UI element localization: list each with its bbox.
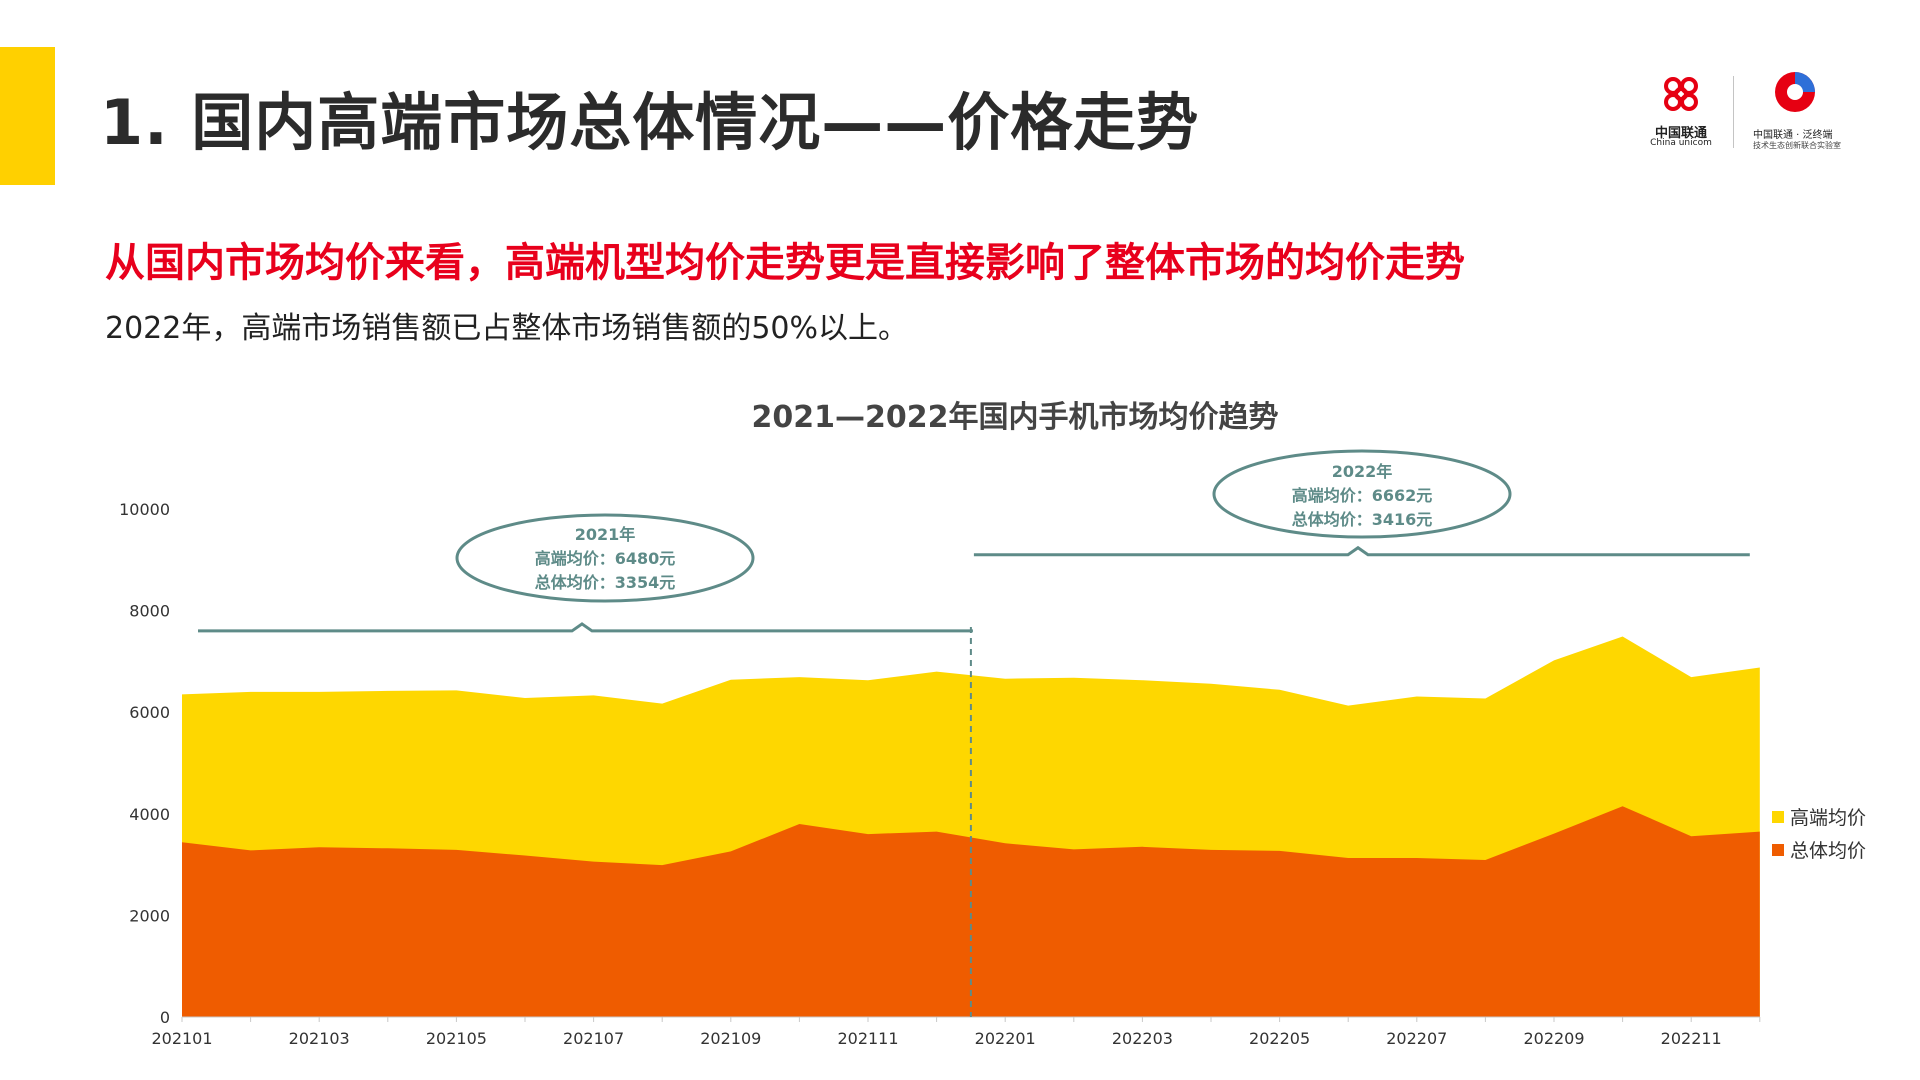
bubble-2021-ellipse (455, 513, 755, 603)
china-unicom-logo-icon (1664, 77, 1698, 111)
legend-label-overall: 总体均价 (1790, 840, 1867, 862)
annotation-2021: 2021年 高端均价：6480元 总体均价：3354元 (457, 523, 753, 595)
chart-axes: 202101 202103 202105 202107 202109 202111 2022… (119, 500, 1761, 1048)
legend-item-high-end: 高端均价 (1772, 800, 1866, 833)
annotation-2022-high: 高端均价：6662元 (1291, 486, 1433, 505)
annotation-2021-high: 高端均价：6480元 (534, 549, 676, 568)
y-tick-label: 6000 (129, 703, 170, 722)
logo-text-cn: 中国联通 (1654, 126, 1707, 141)
logo-divider (1733, 76, 1734, 148)
headline: 从国内市场均价来看，高端机型均价走势更是直接影响了整体市场的均价走势 (105, 240, 1465, 286)
annotation-2021-year: 2021年 (574, 525, 636, 544)
brace-2021 (198, 622, 973, 633)
annotation-2021-overall: 总体均价：3354元 (534, 573, 676, 592)
y-tick-label: 0 (160, 1008, 170, 1027)
lab-logo-icon (1775, 72, 1815, 112)
annotation-2022-overall: 总体均价：3416元 (1291, 510, 1433, 529)
y-tick-label: 4000 (129, 805, 170, 824)
brace-2022 (973, 545, 1750, 557)
annotation-2022: 2022年 高端均价：6662元 总体均价：3416元 (1214, 460, 1510, 532)
legend-item-overall: 总体均价 (1772, 833, 1866, 866)
slide-title: 1. 国内高端市场总体情况——价格走势 (100, 86, 1200, 159)
x-tick-label: 202109 (700, 1029, 761, 1048)
chart-title: 2021—2022年国内手机市场均价趋势 (751, 400, 1279, 435)
lab-logo-line2: 技术生态创新联合实验室 (1753, 141, 1841, 150)
chart-annotation-lines (198, 449, 1750, 1017)
legend-label-high-end: 高端均价 (1790, 807, 1867, 829)
logo-area: 中国联通 China unicom 中国联通 · 泛终端 技术生态创新联合实验室 (1645, 68, 1880, 158)
x-tick-label: 202201 (975, 1029, 1036, 1048)
x-tick-label: 202209 (1523, 1029, 1584, 1048)
logo-text-en: China unicom (1650, 138, 1712, 148)
x-tick-label: 202101 (151, 1029, 212, 1048)
x-tick-label: 202205 (1249, 1029, 1310, 1048)
area-overall (182, 806, 1760, 1017)
bubble-2022-ellipse (1212, 449, 1512, 539)
lab-logo-line1: 中国联通 · 泛终端 (1753, 130, 1833, 141)
title-accent-bar (0, 47, 55, 185)
subtext: 2022年，高端市场销售额已占整体市场销售额的50%以上。 (105, 311, 909, 346)
y-tick-label: 10000 (119, 500, 170, 519)
chart-legend: 高端均价 总体均价 (1772, 800, 1866, 866)
y-tick-label: 2000 (129, 906, 170, 925)
x-tick-label: 202211 (1661, 1029, 1722, 1048)
x-tick-label: 202207 (1386, 1029, 1447, 1048)
annotation-2022-year: 2022年 (1331, 462, 1393, 481)
x-tick-label: 202105 (426, 1029, 487, 1048)
legend-swatch-high-end (1772, 810, 1784, 823)
x-tick-label: 202203 (1112, 1029, 1173, 1048)
x-tick-label: 202107 (563, 1029, 624, 1048)
x-tick-label: 202103 (289, 1029, 350, 1048)
y-tick-label: 8000 (129, 602, 170, 621)
legend-swatch-overall (1772, 843, 1784, 856)
x-tick-label: 202111 (837, 1029, 898, 1048)
